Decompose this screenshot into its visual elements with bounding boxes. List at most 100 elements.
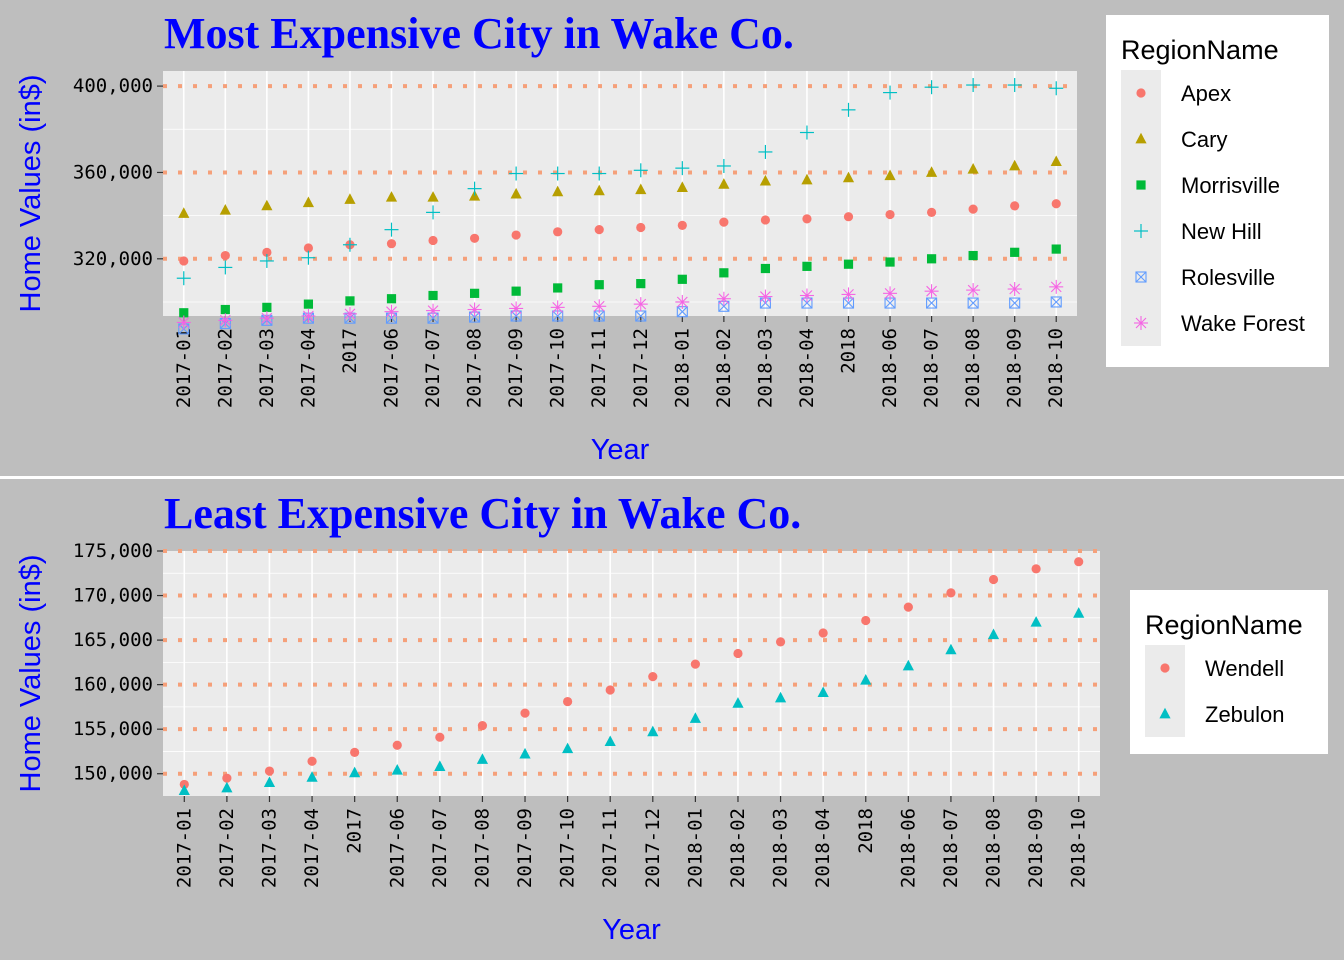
- x-tick-label: 2018-10: [1068, 808, 1090, 888]
- data-point-wendell: [733, 648, 743, 659]
- data-point-morrisville: [345, 296, 355, 306]
- legend-key-symbol: [1136, 180, 1146, 190]
- y-tick-label: 360,000: [73, 161, 153, 183]
- data-point-wake-forest: [176, 315, 191, 330]
- data-point-wendell: [861, 615, 871, 626]
- data-point-wendell: [946, 588, 956, 598]
- data-point-wake-forest: [301, 309, 316, 323]
- legend-item-morrisville: Morrisville: [1181, 173, 1280, 198]
- data-point-wendell: [988, 574, 999, 585]
- data-point-cary: [718, 178, 730, 189]
- y-tick-label: 170,000: [73, 585, 153, 607]
- data-point-wake-forest: [467, 302, 482, 317]
- data-point-morrisville: [303, 299, 314, 309]
- legend-key-symbol: [1135, 132, 1147, 144]
- data-point-cary: [593, 184, 605, 196]
- data-point-apex: [843, 212, 854, 222]
- data-point-wendell: [435, 732, 445, 742]
- data-point-zebulon: [732, 697, 744, 708]
- data-point-new-hill: [509, 166, 524, 181]
- data-point-morrisville: [553, 283, 563, 293]
- x-tick-label: 2017-03: [256, 328, 278, 408]
- x-tick-label: 2017-12: [642, 808, 664, 888]
- y-tick-label: 150,000: [73, 763, 153, 785]
- data-point-new-hill: [301, 250, 316, 265]
- data-point-rolesville: [1050, 296, 1062, 308]
- data-point-morrisville: [719, 268, 729, 278]
- data-point-wake-forest: [1007, 282, 1022, 297]
- x-tick-label: 2017-01: [173, 808, 195, 888]
- legend-item-new-hill: New Hill: [1181, 219, 1262, 244]
- data-point-wake-forest: [384, 304, 399, 319]
- data-point-zebulon: [476, 753, 489, 764]
- data-point-new-hill: [966, 78, 981, 93]
- data-point-zebulon: [647, 725, 659, 737]
- data-point-zebulon: [519, 747, 531, 759]
- data-point-new-hill: [758, 144, 773, 159]
- data-point-new-hill: [799, 125, 814, 140]
- data-point-wendell: [179, 779, 189, 790]
- data-point-wake-forest: [883, 286, 898, 301]
- data-point-cary: [967, 163, 979, 174]
- most-expensive-chart: Most Expensive City in Wake Co. 320,000 3…: [15, 9, 1329, 466]
- data-point-wake-forest: [218, 313, 233, 328]
- data-point-wendell: [222, 773, 232, 783]
- x-tick-label: 2017-10: [557, 808, 579, 888]
- data-point-zebulon: [391, 763, 403, 775]
- data-point-zebulon: [1030, 616, 1042, 627]
- chart-title: Least Expensive City in Wake Co.: [164, 489, 801, 538]
- x-tick-label: 2018-08: [962, 328, 984, 408]
- data-point-cary: [759, 174, 772, 186]
- legend-key-symbol: [1160, 663, 1170, 673]
- data-point-wake-forest: [633, 297, 648, 312]
- legend-item-apex: Apex: [1181, 81, 1231, 106]
- x-tick-label: 2018-09: [1004, 328, 1026, 408]
- data-point-cary: [552, 185, 564, 197]
- data-point-wendell: [477, 721, 488, 731]
- data-point-new-hill: [675, 161, 690, 176]
- data-point-wake-forest: [342, 306, 357, 321]
- data-point-apex: [885, 209, 895, 220]
- x-axis-label: Year: [591, 434, 650, 466]
- x-tick-label: 2017-02: [216, 808, 238, 888]
- data-point-zebulon: [689, 712, 701, 723]
- data-point-apex: [553, 227, 563, 237]
- data-point-zebulon: [774, 691, 787, 703]
- data-point-morrisville: [511, 286, 521, 296]
- data-point-zebulon: [221, 781, 233, 793]
- data-point-wake-forest: [966, 283, 981, 298]
- legend: RegionName Apex Cary Morrisville New Hill Rol…: [1106, 15, 1329, 367]
- data-point-apex: [220, 250, 230, 261]
- data-point-new-hill: [924, 80, 939, 95]
- data-point-rolesville: [967, 297, 979, 309]
- data-point-new-hill: [426, 205, 441, 220]
- legend-item-rolesville: Rolesville: [1181, 265, 1275, 290]
- legend: RegionName Wendell Zebulon: [1130, 590, 1328, 754]
- x-tick-label: 2017-03: [258, 808, 280, 888]
- x-tick-label: 2018-09: [1025, 808, 1047, 888]
- data-point-zebulon: [817, 686, 829, 698]
- data-point-cary: [219, 204, 231, 215]
- data-points: [176, 78, 1064, 335]
- data-point-cary: [801, 173, 813, 185]
- data-point-wake-forest: [675, 294, 690, 309]
- data-point-morrisville: [262, 302, 272, 312]
- data-point-cary: [510, 187, 522, 199]
- data-point-apex: [802, 214, 812, 224]
- data-point-zebulon: [945, 643, 957, 655]
- x-tick-label: 2017-11: [599, 808, 621, 888]
- legend-key-symbol: [1134, 316, 1148, 330]
- x-tick-label: 2017: [344, 808, 366, 854]
- x-tick-label: 2018-07: [921, 328, 943, 408]
- data-point-rolesville: [1009, 297, 1021, 309]
- data-point-wendell: [563, 696, 573, 707]
- x-tick-label: 2018-01: [671, 328, 693, 408]
- y-tick-label: 155,000: [73, 718, 153, 740]
- x-tick-label: 2018-02: [713, 328, 735, 408]
- x-tick-label: 2018-07: [940, 808, 962, 888]
- data-point-new-hill: [176, 271, 191, 286]
- legend-key-symbol: [1136, 88, 1146, 98]
- data-point-zebulon: [562, 742, 574, 754]
- data-point-cary: [884, 169, 896, 181]
- data-point-wendell: [1074, 557, 1084, 567]
